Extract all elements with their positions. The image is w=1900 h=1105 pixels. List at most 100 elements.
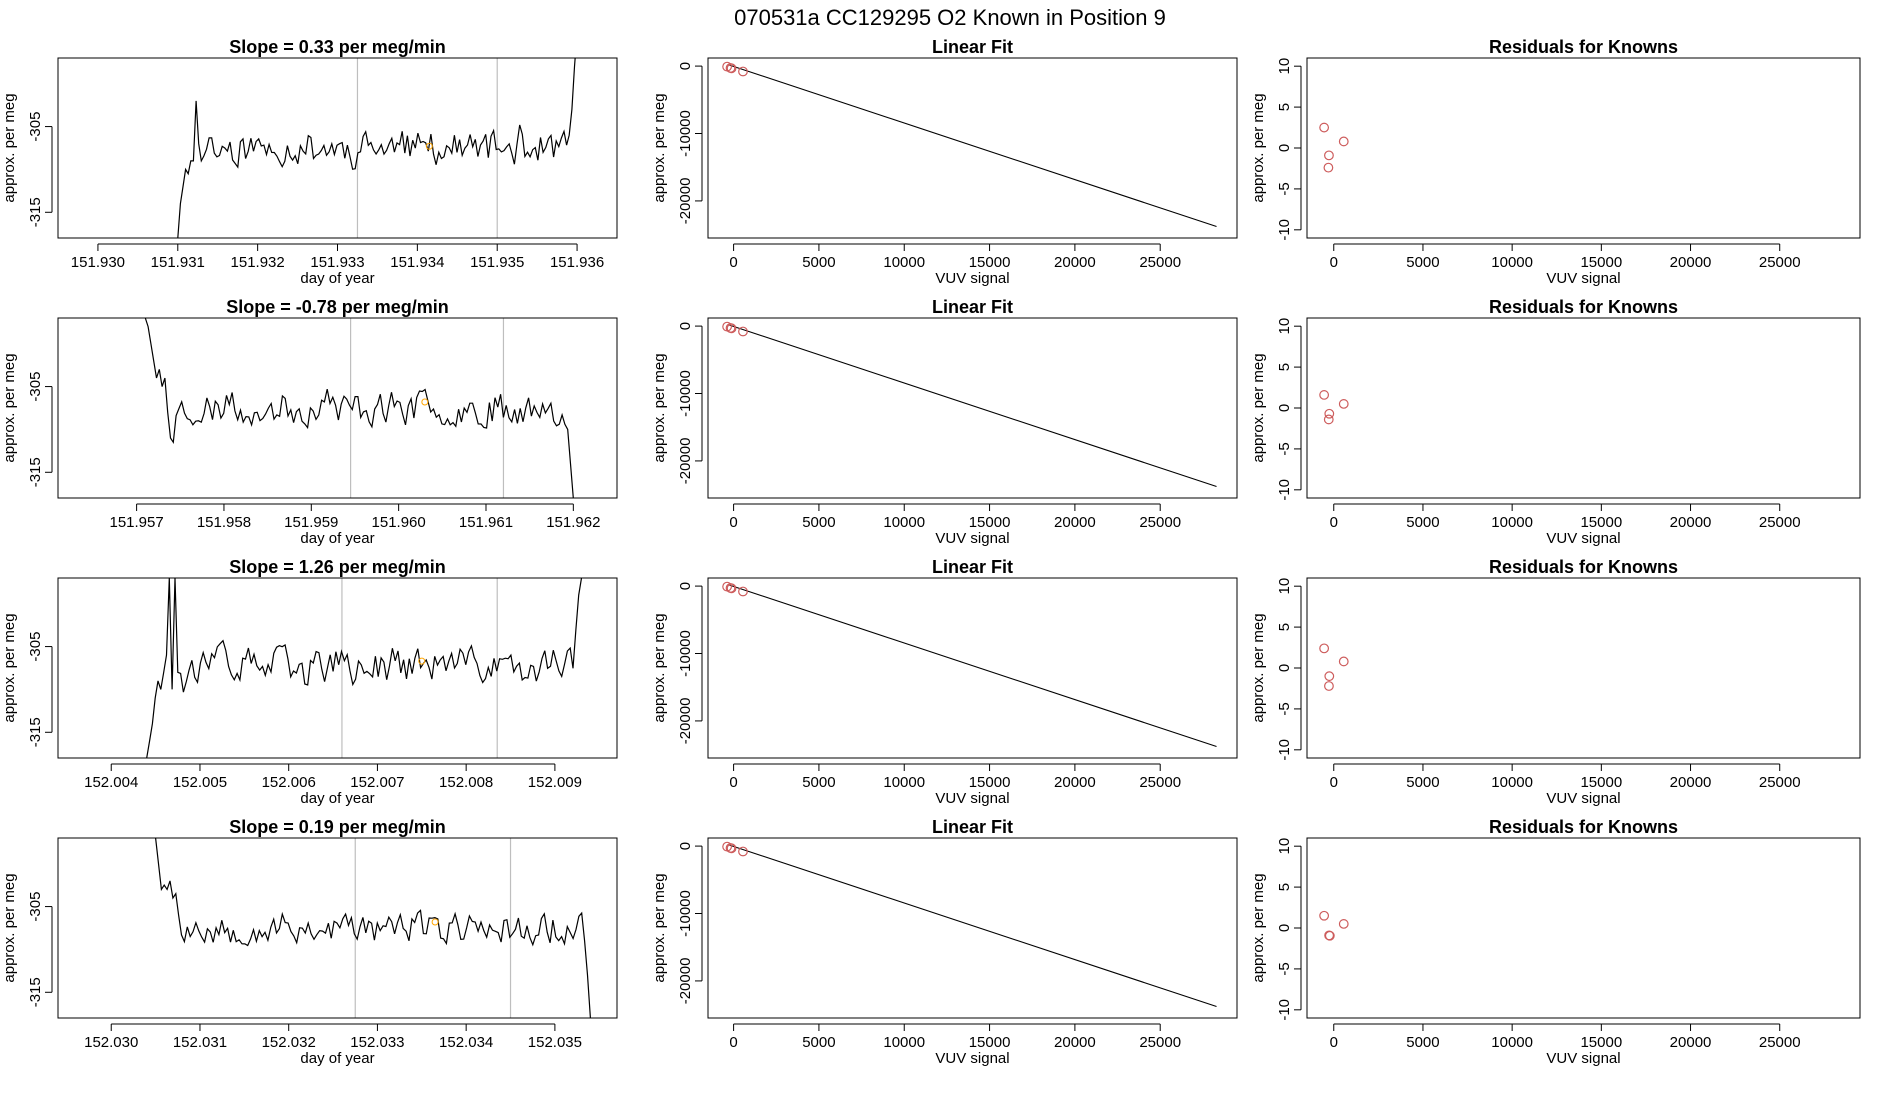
y-tick-label: 5 (1276, 103, 1293, 111)
y-tick-label: -20000 (677, 178, 694, 225)
x-tick-label: 10000 (883, 774, 925, 791)
y-tick-label: -20000 (677, 698, 694, 745)
panel-title: Slope = 0.19 per meg/min (229, 817, 446, 837)
x-tick-label: 151.934 (390, 254, 444, 271)
data-point (1338, 919, 1349, 929)
data-point (1324, 150, 1334, 161)
y-tick-label: 0 (677, 842, 694, 850)
y-tick-label: 5 (1276, 883, 1293, 891)
fit-line (728, 584, 1217, 748)
x-tick-label: 15000 (1580, 1034, 1622, 1051)
y-tick-label: 0 (677, 322, 694, 330)
x-tick-label: 10000 (1491, 1034, 1533, 1051)
mean-marker (418, 657, 426, 665)
x-tick-label: 0 (729, 1034, 737, 1051)
plot-frame (1306, 577, 1861, 759)
y-tick-label: 0 (1276, 404, 1293, 412)
x-axis-label: VUV signal (1546, 1050, 1620, 1067)
data-trace (146, 578, 583, 758)
x-tick-label: 5000 (802, 774, 835, 791)
panel-title: Residuals for Knowns (1489, 817, 1678, 837)
x-tick-label: 10000 (1491, 514, 1533, 531)
plot-area (144, 318, 574, 498)
panel-3-1: Linear Fit 0 5000 10000 15000 20000 25000 VUV s… (651, 817, 1238, 1067)
plot-frame (57, 317, 618, 499)
x-axis-label: VUV signal (935, 790, 1009, 807)
x-tick-label: 15000 (1580, 514, 1622, 531)
y-axis-label: approx. per meg (1250, 353, 1267, 462)
y-axis-label: approx. per meg (1, 613, 18, 722)
x-tick-label: 151.961 (459, 514, 513, 531)
x-tick-label: 151.957 (109, 514, 163, 531)
plot-area (155, 838, 591, 1018)
x-tick-label: 25000 (1139, 254, 1181, 271)
data-point (1319, 643, 1330, 654)
panel-title: Slope = 0.33 per meg/min (229, 37, 446, 57)
plot-frame (1306, 837, 1861, 1019)
y-tick-label: -10000 (677, 110, 694, 157)
y-tick-label: -315 (27, 197, 44, 227)
x-axis-label: day of year (300, 530, 374, 547)
x-tick-label: 151.931 (151, 254, 205, 271)
x-tick-label: 152.005 (173, 774, 227, 791)
x-tick-label: 152.032 (262, 1034, 316, 1051)
panel-title: Linear Fit (932, 297, 1013, 317)
fit-line (728, 844, 1217, 1008)
x-tick-label: 0 (729, 774, 737, 791)
y-tick-label: -305 (27, 632, 44, 662)
x-tick-label: 20000 (1670, 1034, 1712, 1051)
data-point (1319, 122, 1330, 133)
data-point (726, 583, 737, 594)
panel-0-2: Residuals for Knowns 0 5000 10000 15000 20000… (1250, 37, 1861, 287)
x-tick-label: 151.962 (546, 514, 600, 531)
x-tick-label: 5000 (1406, 1034, 1439, 1051)
data-point (726, 843, 737, 854)
y-tick-label: -20000 (677, 438, 694, 485)
x-tick-label: 151.935 (470, 254, 524, 271)
y-tick-label: 0 (677, 62, 694, 70)
x-tick-label: 25000 (1139, 1034, 1181, 1051)
data-point (726, 63, 737, 74)
x-tick-label: 0 (729, 514, 737, 531)
x-tick-label: 152.035 (528, 1034, 582, 1051)
mean-marker (421, 398, 429, 406)
plot-area (177, 58, 576, 238)
y-tick-label: 10 (1276, 838, 1293, 855)
x-tick-label: 10000 (883, 254, 925, 271)
panel-title: Linear Fit (932, 37, 1013, 57)
fit-line (728, 324, 1217, 488)
y-tick-label: -10000 (677, 890, 694, 937)
y-axis-label: approx. per meg (1250, 613, 1267, 722)
x-tick-label: 15000 (969, 514, 1011, 531)
y-tick-label: -10000 (677, 370, 694, 417)
plot-frame (707, 57, 1238, 239)
x-tick-label: 0 (1330, 514, 1338, 531)
y-tick-label: -305 (27, 372, 44, 402)
x-axis-label: VUV signal (935, 270, 1009, 287)
plot-frame (1306, 317, 1861, 499)
x-tick-label: 25000 (1759, 774, 1801, 791)
x-tick-label: 20000 (1670, 774, 1712, 791)
x-tick-label: 151.933 (310, 254, 364, 271)
y-tick-label: -305 (27, 112, 44, 142)
x-tick-label: 0 (1330, 1034, 1338, 1051)
y-axis-label: approx. per meg (651, 873, 668, 982)
x-tick-label: 15000 (969, 774, 1011, 791)
data-point (1338, 656, 1349, 667)
x-tick-label: 151.936 (550, 254, 604, 271)
mean-marker (431, 918, 439, 926)
y-tick-label: 0 (1276, 664, 1293, 672)
data-trace (144, 318, 574, 498)
x-tick-label: 10000 (1491, 254, 1533, 271)
x-tick-label: 10000 (883, 1034, 925, 1051)
y-axis-label: approx. per meg (651, 613, 668, 722)
y-tick-label: 5 (1276, 623, 1293, 631)
y-tick-label: -10 (1276, 479, 1293, 501)
panel-2-2: Residuals for Knowns 0 5000 10000 15000 20000… (1250, 557, 1861, 807)
plot-frame (57, 577, 618, 759)
y-tick-label: 10 (1276, 318, 1293, 335)
data-point (1338, 136, 1349, 147)
x-tick-label: 25000 (1759, 514, 1801, 531)
x-tick-label: 152.031 (173, 1034, 227, 1051)
x-tick-label: 5000 (1406, 774, 1439, 791)
